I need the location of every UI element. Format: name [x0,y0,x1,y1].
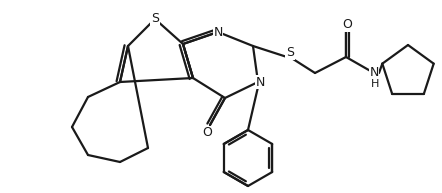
Text: O: O [202,126,212,140]
Text: N: N [370,67,379,80]
Text: H: H [371,79,379,89]
Text: S: S [151,13,159,25]
Text: S: S [286,47,294,59]
Text: N: N [213,25,223,38]
Text: N: N [255,75,265,89]
Text: O: O [342,19,352,31]
